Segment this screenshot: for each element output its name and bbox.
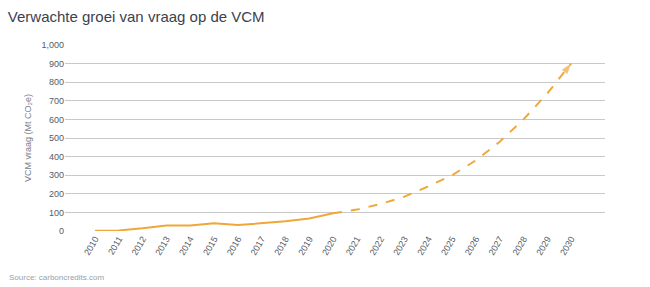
svg-text:2011: 2011: [106, 235, 124, 257]
svg-text:1,000: 1,000: [41, 40, 64, 50]
svg-text:2012: 2012: [130, 235, 149, 257]
svg-text:0: 0: [59, 226, 64, 236]
svg-text:2016: 2016: [225, 235, 244, 257]
svg-text:900: 900: [49, 59, 64, 69]
svg-text:2013: 2013: [153, 235, 172, 257]
svg-text:700: 700: [49, 96, 64, 106]
svg-text:VCM vraag (Mt CO₂e): VCM vraag (Mt CO₂e): [23, 94, 33, 182]
svg-text:2017: 2017: [249, 235, 268, 257]
svg-text:2027: 2027: [487, 235, 506, 257]
svg-text:2022: 2022: [368, 235, 387, 257]
svg-text:800: 800: [49, 77, 64, 87]
svg-text:500: 500: [49, 133, 64, 143]
svg-text:200: 200: [49, 189, 64, 199]
svg-text:600: 600: [49, 115, 64, 125]
svg-text:2023: 2023: [391, 235, 410, 257]
svg-text:2020: 2020: [320, 235, 339, 257]
svg-text:2025: 2025: [439, 235, 458, 257]
svg-text:300: 300: [49, 170, 64, 180]
svg-text:Source: carboncredits.com: Source: carboncredits.com: [9, 273, 104, 282]
svg-text:2015: 2015: [201, 235, 220, 257]
svg-text:2019: 2019: [296, 235, 315, 257]
svg-text:400: 400: [49, 152, 64, 162]
svg-text:2018: 2018: [272, 235, 291, 257]
svg-text:2024: 2024: [415, 235, 434, 257]
svg-text:2029: 2029: [534, 235, 553, 257]
svg-text:2028: 2028: [510, 235, 529, 257]
svg-text:Verwachte groei van vraag op d: Verwachte groei van vraag op de VCM: [8, 8, 265, 25]
svg-text:100: 100: [49, 208, 64, 218]
svg-text:2021: 2021: [344, 235, 363, 257]
svg-text:2026: 2026: [463, 235, 482, 257]
svg-text:2030: 2030: [558, 235, 577, 257]
svg-text:2014: 2014: [177, 235, 196, 257]
svg-text:2010: 2010: [82, 235, 101, 257]
